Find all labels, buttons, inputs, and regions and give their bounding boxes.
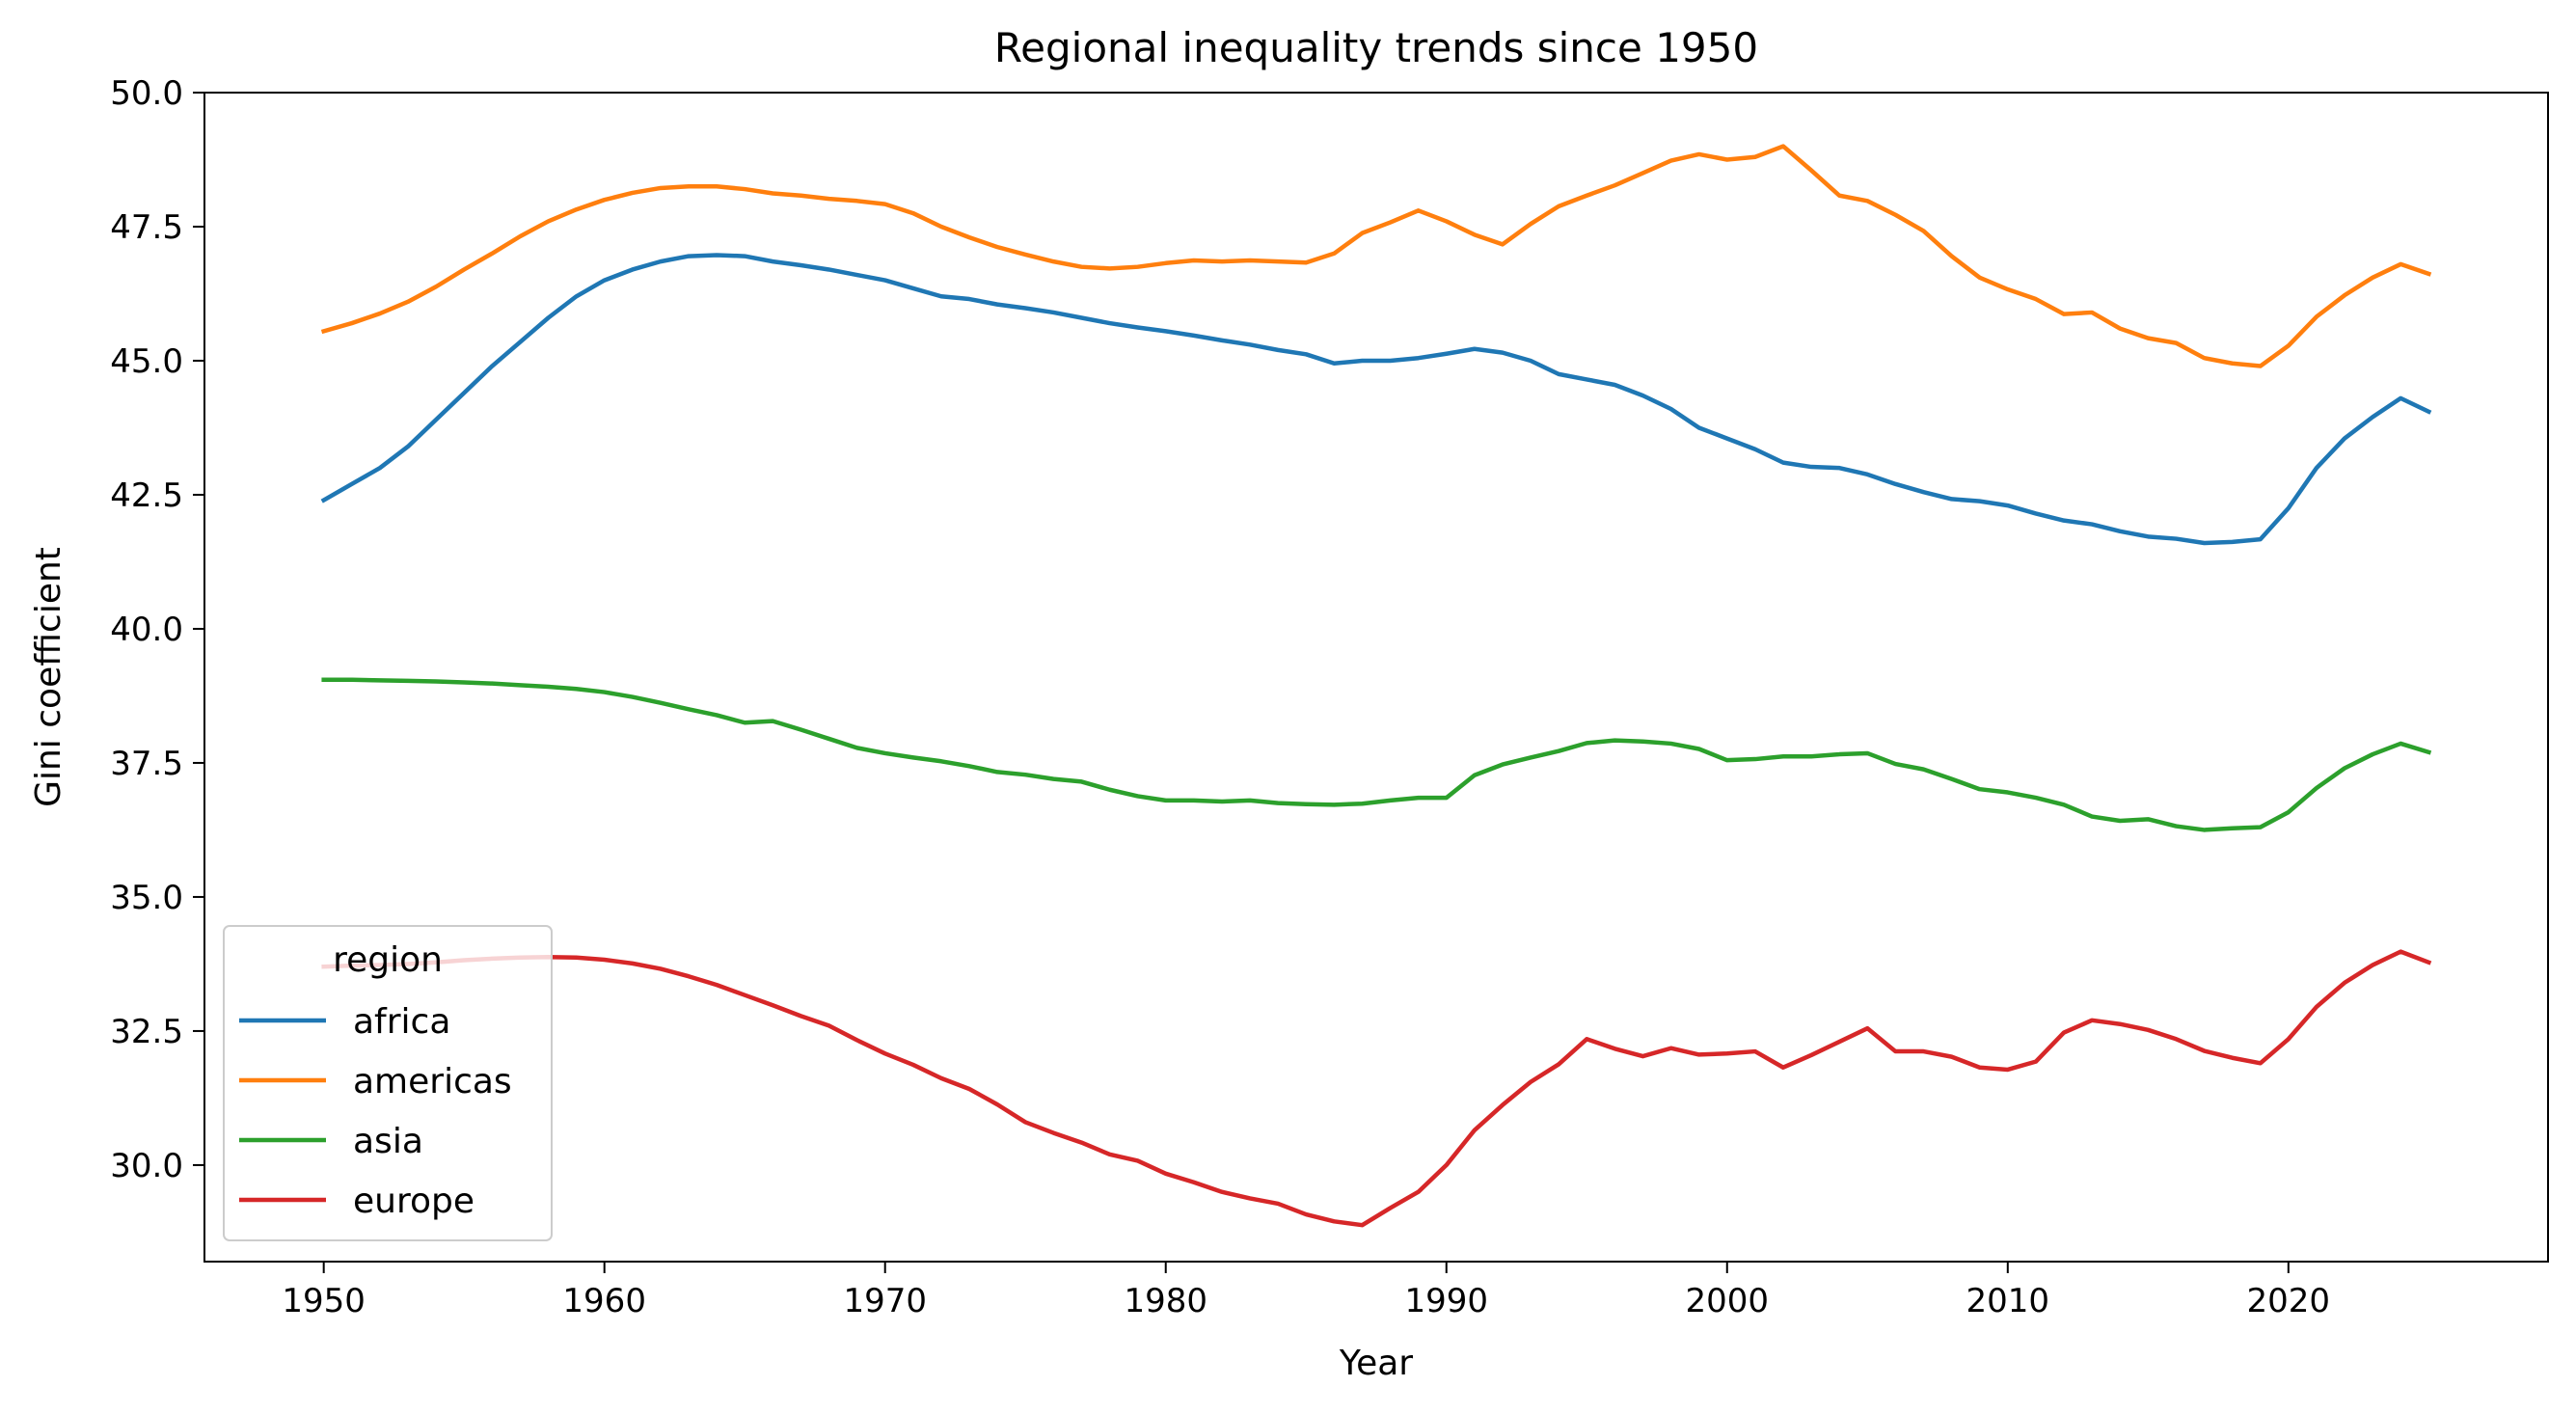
y-tick-label: 40.0 bbox=[110, 611, 183, 649]
y-tick-label: 45.0 bbox=[110, 342, 183, 381]
x-axis: 1950 1960 1970 1980 1990 2000 2010 2020 bbox=[282, 1262, 2330, 1320]
legend-box bbox=[223, 925, 553, 1241]
y-tick-label: 32.5 bbox=[110, 1013, 183, 1051]
y-tick-label: 35.0 bbox=[110, 879, 183, 917]
x-tick-label: 1990 bbox=[1404, 1282, 1488, 1320]
y-tick-label: 30.0 bbox=[110, 1147, 183, 1185]
series-line-americas bbox=[320, 144, 2432, 368]
x-tick-label: 1950 bbox=[282, 1282, 366, 1320]
legend-label-americas: americas bbox=[353, 1062, 512, 1101]
y-tick-label: 50.0 bbox=[110, 74, 183, 113]
legend-title: region bbox=[333, 940, 443, 980]
x-tick-label: 2010 bbox=[1966, 1282, 2050, 1320]
y-axis: 30.0 32.5 35.0 37.5 40.0 42.5 45.0 47.5 50.0 bbox=[110, 74, 204, 1185]
x-tick-label: 2020 bbox=[2247, 1282, 2331, 1320]
legend-label-africa: africa bbox=[353, 1002, 450, 1042]
legend-label-asia: asia bbox=[353, 1122, 423, 1161]
y-tick-label: 42.5 bbox=[110, 476, 183, 515]
x-axis-label: Year bbox=[1339, 1344, 1413, 1383]
y-axis-label: Gini coefficient bbox=[29, 547, 68, 807]
x-tick-label: 2000 bbox=[1686, 1282, 1770, 1320]
legend-items: africa americas asia europe bbox=[239, 1002, 512, 1221]
series-line-europe bbox=[321, 949, 2432, 1228]
x-tick-label: 1960 bbox=[562, 1282, 646, 1320]
series-line-asia bbox=[321, 677, 2432, 832]
plot-area-frame bbox=[203, 92, 2549, 1263]
legend-label-europe: europe bbox=[353, 1182, 475, 1221]
x-tick-label: 1970 bbox=[843, 1282, 927, 1320]
series-line-africa bbox=[320, 253, 2432, 546]
legend: region africa americas asia europe bbox=[223, 925, 553, 1241]
x-tick-label: 1980 bbox=[1124, 1282, 1207, 1320]
y-tick-label: 37.5 bbox=[110, 745, 183, 783]
series-layer bbox=[320, 144, 2432, 1228]
y-tick-label: 47.5 bbox=[110, 208, 183, 247]
chart-title: Regional inequality trends since 1950 bbox=[994, 24, 1758, 71]
